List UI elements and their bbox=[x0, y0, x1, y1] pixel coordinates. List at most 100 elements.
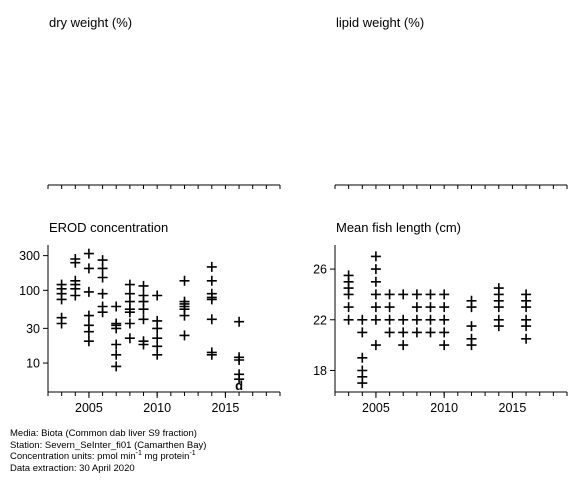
footer-media: Media: Biota (Common dab liver S9 fracti… bbox=[10, 428, 197, 439]
data-point bbox=[152, 333, 163, 344]
data-point bbox=[370, 251, 381, 262]
data-point bbox=[343, 314, 354, 325]
data-point bbox=[439, 327, 450, 338]
data-point bbox=[124, 318, 135, 329]
data-point bbox=[83, 336, 94, 347]
panel-dry-weight: dry weight (%) bbox=[47, 15, 281, 189]
data-point bbox=[138, 336, 149, 347]
data-point bbox=[370, 276, 381, 287]
data-point bbox=[206, 288, 217, 299]
data-point bbox=[384, 327, 395, 338]
data-point bbox=[179, 296, 190, 307]
data-point bbox=[493, 314, 504, 325]
data-point bbox=[138, 280, 149, 291]
data-point bbox=[357, 352, 368, 363]
data-point bbox=[466, 321, 477, 332]
data-point bbox=[152, 290, 163, 301]
panel-lipid-weight: lipid weight (%) bbox=[334, 15, 568, 189]
data-point bbox=[124, 333, 135, 344]
data-point bbox=[357, 314, 368, 325]
data-point bbox=[56, 312, 67, 323]
data-point bbox=[425, 327, 436, 338]
units-prefix: Concentration units: pmol min bbox=[10, 451, 136, 462]
data-point bbox=[343, 270, 354, 281]
data-point bbox=[384, 289, 395, 300]
data-point bbox=[234, 352, 245, 363]
data-point bbox=[206, 347, 217, 358]
data-point bbox=[206, 261, 217, 272]
data-point bbox=[179, 330, 190, 341]
footer-station: Station: Severn_SeInter_fi01 (Camarthen … bbox=[10, 439, 207, 451]
data-point bbox=[411, 314, 422, 325]
data-point bbox=[152, 315, 163, 326]
panel-erod-concentration: EROD concentration 2005 2010 2015 10 30 100 30… bbox=[19, 220, 281, 415]
data-point bbox=[370, 340, 381, 351]
data-point bbox=[111, 339, 122, 350]
data-point bbox=[521, 314, 532, 325]
data-point bbox=[206, 314, 217, 325]
footer-extraction: Data extraction: 30 April 2020 bbox=[10, 462, 135, 474]
panel-title: dry weight (%) bbox=[49, 15, 132, 30]
data-point bbox=[370, 302, 381, 313]
data-point bbox=[357, 327, 368, 338]
data-point bbox=[425, 314, 436, 325]
x-tick-label: 2005 bbox=[362, 401, 390, 415]
data-point bbox=[521, 333, 532, 344]
data-point bbox=[370, 314, 381, 325]
data-point bbox=[439, 340, 450, 351]
data-point bbox=[97, 288, 108, 299]
data-point bbox=[370, 264, 381, 275]
y-tick-label: 10 bbox=[26, 357, 40, 371]
y-tick-label: 22 bbox=[313, 313, 327, 327]
data-point bbox=[111, 349, 122, 360]
y-tick-label: 18 bbox=[313, 364, 327, 378]
data-point bbox=[83, 320, 94, 331]
data-point bbox=[439, 302, 450, 313]
y-tick-label: 300 bbox=[19, 249, 40, 263]
data-point bbox=[411, 289, 422, 300]
panel-mean-fish-length: Mean fish length (cm) 2005 2010 2015 18 22 26 bbox=[313, 220, 568, 415]
panel-title: EROD concentration bbox=[49, 220, 168, 235]
data-point bbox=[70, 275, 81, 286]
data-point bbox=[83, 263, 94, 274]
data-point bbox=[343, 302, 354, 313]
x-tick-label: 2010 bbox=[143, 401, 171, 415]
data-point bbox=[398, 289, 409, 300]
data-point bbox=[384, 314, 395, 325]
data-point bbox=[70, 254, 81, 264]
y-tick-label: 26 bbox=[313, 263, 327, 277]
data-point bbox=[411, 302, 422, 313]
units-exponent-1: -1 bbox=[135, 449, 142, 457]
data-point bbox=[206, 275, 217, 286]
y-tick-label: 100 bbox=[19, 284, 40, 298]
data-point bbox=[97, 301, 108, 312]
footer-units: Concentration units: pmol min-1 mg prote… bbox=[10, 449, 206, 463]
data-point bbox=[357, 365, 368, 376]
data-point bbox=[152, 349, 163, 360]
data-point bbox=[425, 289, 436, 300]
data-point bbox=[425, 302, 436, 313]
units-exponent-2: -1 bbox=[189, 449, 196, 457]
panel-title: Mean fish length (cm) bbox=[336, 220, 461, 235]
data-point bbox=[466, 295, 477, 306]
data-point bbox=[398, 327, 409, 338]
data-point bbox=[111, 361, 122, 372]
panel-title: lipid weight (%) bbox=[336, 15, 424, 30]
units-middle: mg protein bbox=[141, 451, 190, 462]
data-point bbox=[521, 289, 532, 300]
data-point bbox=[56, 279, 67, 290]
data-point bbox=[83, 248, 94, 259]
data-point bbox=[124, 288, 135, 299]
data-point bbox=[398, 314, 409, 325]
data-point bbox=[384, 302, 395, 313]
data-point bbox=[124, 279, 135, 290]
data-point bbox=[398, 340, 409, 351]
data-point bbox=[83, 310, 94, 321]
data-point bbox=[111, 318, 122, 329]
data-point bbox=[138, 314, 149, 325]
data-point bbox=[234, 369, 245, 380]
x-tick-label: 2015 bbox=[499, 401, 527, 415]
below-detection-point: d bbox=[235, 378, 243, 393]
data-point bbox=[439, 314, 450, 325]
